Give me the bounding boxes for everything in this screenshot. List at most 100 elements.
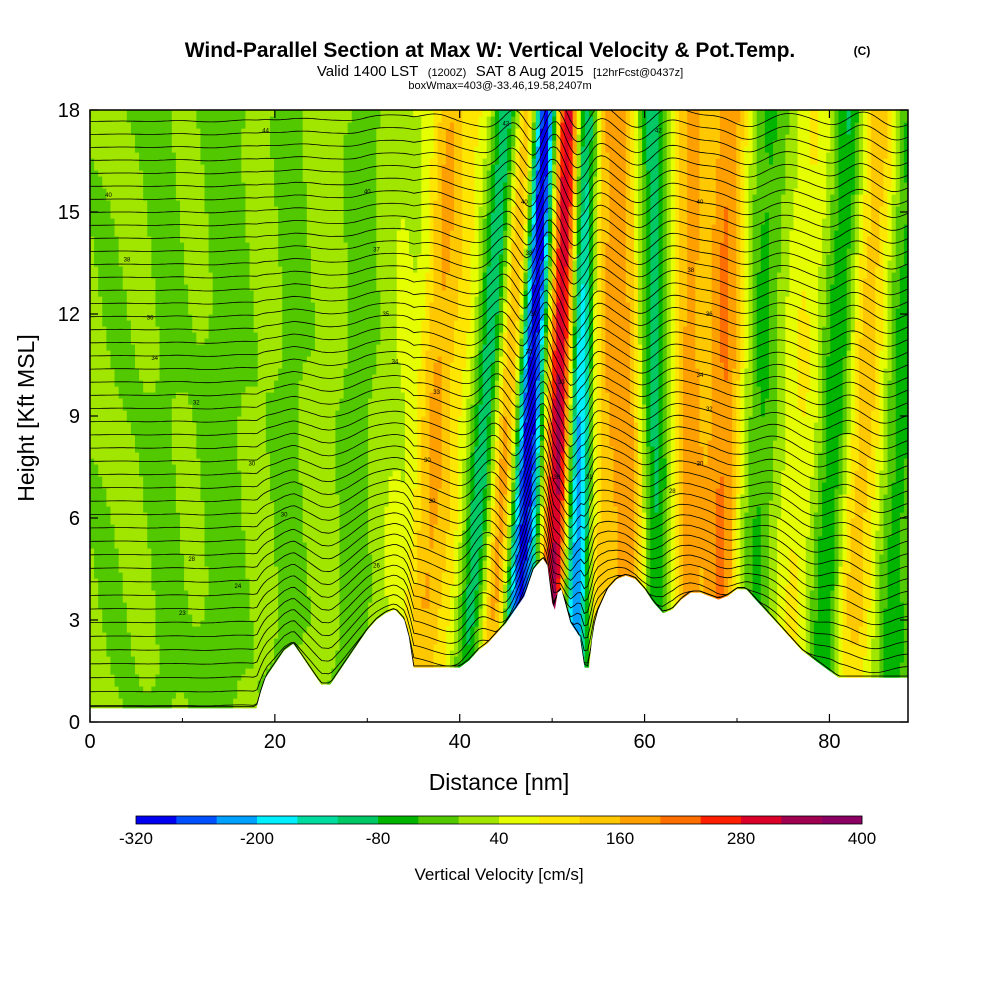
w-cell — [445, 638, 455, 645]
w-cell — [883, 620, 905, 627]
w-cell — [417, 578, 426, 585]
w-cell — [384, 578, 410, 585]
w-cell — [887, 398, 897, 405]
w-cell — [785, 602, 799, 609]
w-cell — [474, 446, 488, 453]
w-cell — [580, 638, 586, 645]
w-cell — [858, 398, 876, 405]
w-cell — [531, 434, 537, 441]
w-cell — [744, 464, 750, 471]
w-cell — [556, 410, 561, 417]
w-cell — [478, 392, 484, 399]
w-cell — [883, 452, 889, 459]
w-cell — [597, 440, 602, 447]
w-cell — [584, 602, 590, 609]
w-cell — [871, 434, 880, 441]
w-cell — [863, 602, 872, 609]
w-cell — [834, 566, 840, 573]
w-cell — [556, 548, 561, 555]
w-cell — [90, 512, 112, 519]
w-cell — [417, 398, 426, 405]
w-cell — [593, 614, 598, 621]
w-cell — [785, 584, 799, 591]
w-cell — [417, 380, 426, 387]
w-cell — [871, 560, 876, 567]
w-cell — [466, 482, 471, 489]
w-cell — [609, 404, 631, 411]
w-cell — [699, 398, 713, 405]
w-cell — [584, 566, 590, 573]
w-cell — [875, 362, 880, 369]
w-cell — [560, 554, 566, 561]
w-cell — [662, 590, 668, 597]
w-cell — [797, 386, 811, 393]
w-cell — [429, 572, 443, 579]
w-cell — [441, 362, 451, 369]
w-cell — [740, 542, 745, 549]
w-cell — [834, 488, 844, 495]
w-cell — [678, 482, 684, 489]
w-cell — [417, 452, 422, 459]
w-cell — [478, 386, 484, 393]
w-cell — [863, 530, 872, 537]
w-cell — [850, 476, 856, 483]
w-cell — [580, 572, 586, 579]
w-cell — [466, 416, 471, 423]
w-cell — [552, 524, 561, 531]
w-cell — [646, 482, 651, 489]
w-cell — [744, 386, 754, 393]
w-cell — [642, 530, 647, 537]
w-cell — [208, 584, 251, 591]
w-cell — [818, 470, 827, 477]
w-cell — [499, 428, 504, 435]
w-cell — [683, 518, 717, 525]
w-cell — [642, 392, 647, 399]
w-cell — [458, 464, 463, 471]
w-cell — [572, 578, 582, 585]
w-cell — [830, 626, 835, 633]
w-cell — [756, 506, 762, 513]
w-cell — [662, 434, 668, 441]
w-cell — [842, 518, 848, 525]
w-cell — [887, 596, 901, 603]
w-cell — [490, 500, 496, 507]
w-cell — [748, 428, 778, 435]
w-cell — [638, 554, 643, 561]
w-cell — [752, 548, 762, 555]
w-cell — [662, 386, 668, 393]
w-cell — [818, 566, 835, 573]
w-cell — [429, 506, 439, 513]
w-cell — [744, 374, 754, 381]
w-cell — [499, 362, 504, 369]
w-cell — [572, 614, 582, 621]
w-cell — [143, 488, 177, 495]
w-cell — [535, 494, 541, 501]
w-cell — [740, 512, 745, 519]
w-cell — [143, 476, 177, 483]
w-cell — [421, 452, 431, 459]
w-cell — [654, 476, 660, 483]
w-cell — [552, 434, 557, 441]
w-cell — [781, 476, 811, 483]
w-cell — [838, 572, 844, 579]
w-cell — [539, 542, 545, 549]
w-cell — [458, 476, 463, 483]
w-cell — [421, 476, 431, 483]
w-cell — [842, 554, 848, 561]
w-cell — [846, 410, 852, 417]
w-cell — [584, 446, 590, 453]
w-cell — [482, 488, 488, 495]
w-cell — [662, 500, 668, 507]
w-cell — [785, 428, 815, 435]
w-cell — [507, 560, 512, 567]
w-cell — [670, 584, 676, 591]
w-cell — [458, 488, 463, 495]
w-cell — [638, 398, 643, 405]
w-cell — [404, 626, 414, 633]
w-cell — [818, 578, 835, 585]
w-cell — [785, 608, 799, 615]
w-cell — [519, 488, 525, 495]
w-cell — [838, 500, 844, 507]
w-cell — [556, 470, 561, 477]
